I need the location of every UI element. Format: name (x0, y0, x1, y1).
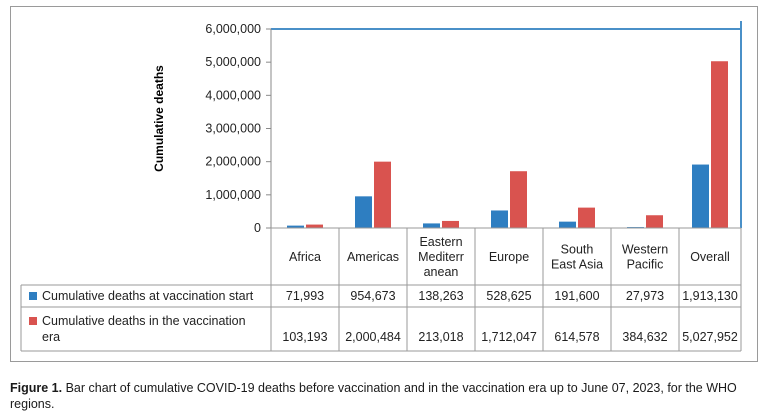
category-label: Mediterr (418, 250, 464, 264)
bar-chart: 0 1,000,000 2,000,000 3,000,000 4,000,000 5,0… (20, 21, 742, 352)
data-label-series-1: 954,673 (350, 289, 395, 303)
data-label-series-1: 138,263 (418, 289, 463, 303)
caption-label: Figure 1. (10, 381, 63, 395)
category-label: Overall (690, 250, 730, 264)
category-label: Eastern (419, 235, 462, 249)
legend-label-series-1: Cumulative deaths at vaccination start (42, 289, 254, 303)
y-tick-label: 2,000,000 (205, 155, 261, 169)
bar-series-1 (559, 221, 576, 228)
data-label-series-1: 27,973 (626, 289, 664, 303)
bar-series-1 (423, 223, 440, 228)
bar-series-1 (491, 210, 508, 228)
bar-series-2 (510, 171, 527, 228)
category-label: Western (622, 243, 668, 257)
bar-series-1 (287, 225, 304, 228)
category-label: anean (424, 265, 459, 279)
data-label-series-2: 384,632 (622, 330, 667, 344)
y-tick-label: 5,000,000 (205, 55, 261, 69)
data-label-series-1: 1,913,130 (682, 289, 738, 303)
bar-series-2 (711, 61, 728, 228)
category-label: Americas (347, 250, 399, 264)
bar-series-1 (692, 164, 709, 228)
data-label-series-2: 5,027,952 (682, 330, 738, 344)
data-label-series-1: 191,600 (554, 289, 599, 303)
caption-text: Bar chart of cumulative COVID-19 deaths … (10, 381, 737, 411)
y-axis-label: Cumulative deaths (152, 65, 166, 172)
y-tick-label: 6,000,000 (205, 22, 261, 36)
category-label: South (561, 243, 594, 257)
data-label-series-2: 103,193 (282, 330, 327, 344)
data-label-series-2: 213,018 (418, 330, 463, 344)
data-label-series-2: 614,578 (554, 330, 599, 344)
category-label: Pacific (627, 258, 664, 272)
y-tick-label: 1,000,000 (205, 188, 261, 202)
y-tick-label: 4,000,000 (205, 88, 261, 102)
bar-series-2 (646, 215, 663, 228)
data-label-series-1: 71,993 (286, 289, 324, 303)
y-tick-label: 0 (254, 221, 261, 235)
category-label: East Asia (551, 258, 603, 272)
y-tick-label: 3,000,000 (205, 122, 261, 136)
category-label: Africa (289, 250, 321, 264)
chart-frame: 0 1,000,000 2,000,000 3,000,000 4,000,000 5,0… (10, 6, 758, 362)
bar-series-2 (578, 207, 595, 228)
data-label-series-2: 2,000,484 (345, 330, 401, 344)
data-label-series-1: 528,625 (486, 289, 531, 303)
bar-series-2 (442, 220, 459, 228)
legend-label-series-2: Cumulative deaths in the vaccination (42, 314, 246, 328)
legend-swatch-series-1 (29, 292, 37, 300)
bar-series-2 (306, 224, 323, 228)
figure-caption: Figure 1. Bar chart of cumulative COVID-… (10, 380, 762, 412)
bar-series-1 (355, 196, 372, 228)
category-label: Europe (489, 250, 529, 264)
data-label-series-2: 1,712,047 (481, 330, 537, 344)
bar-series-2 (374, 161, 391, 228)
legend-swatch-series-2 (29, 317, 37, 325)
legend-label-series-2: era (42, 330, 60, 344)
